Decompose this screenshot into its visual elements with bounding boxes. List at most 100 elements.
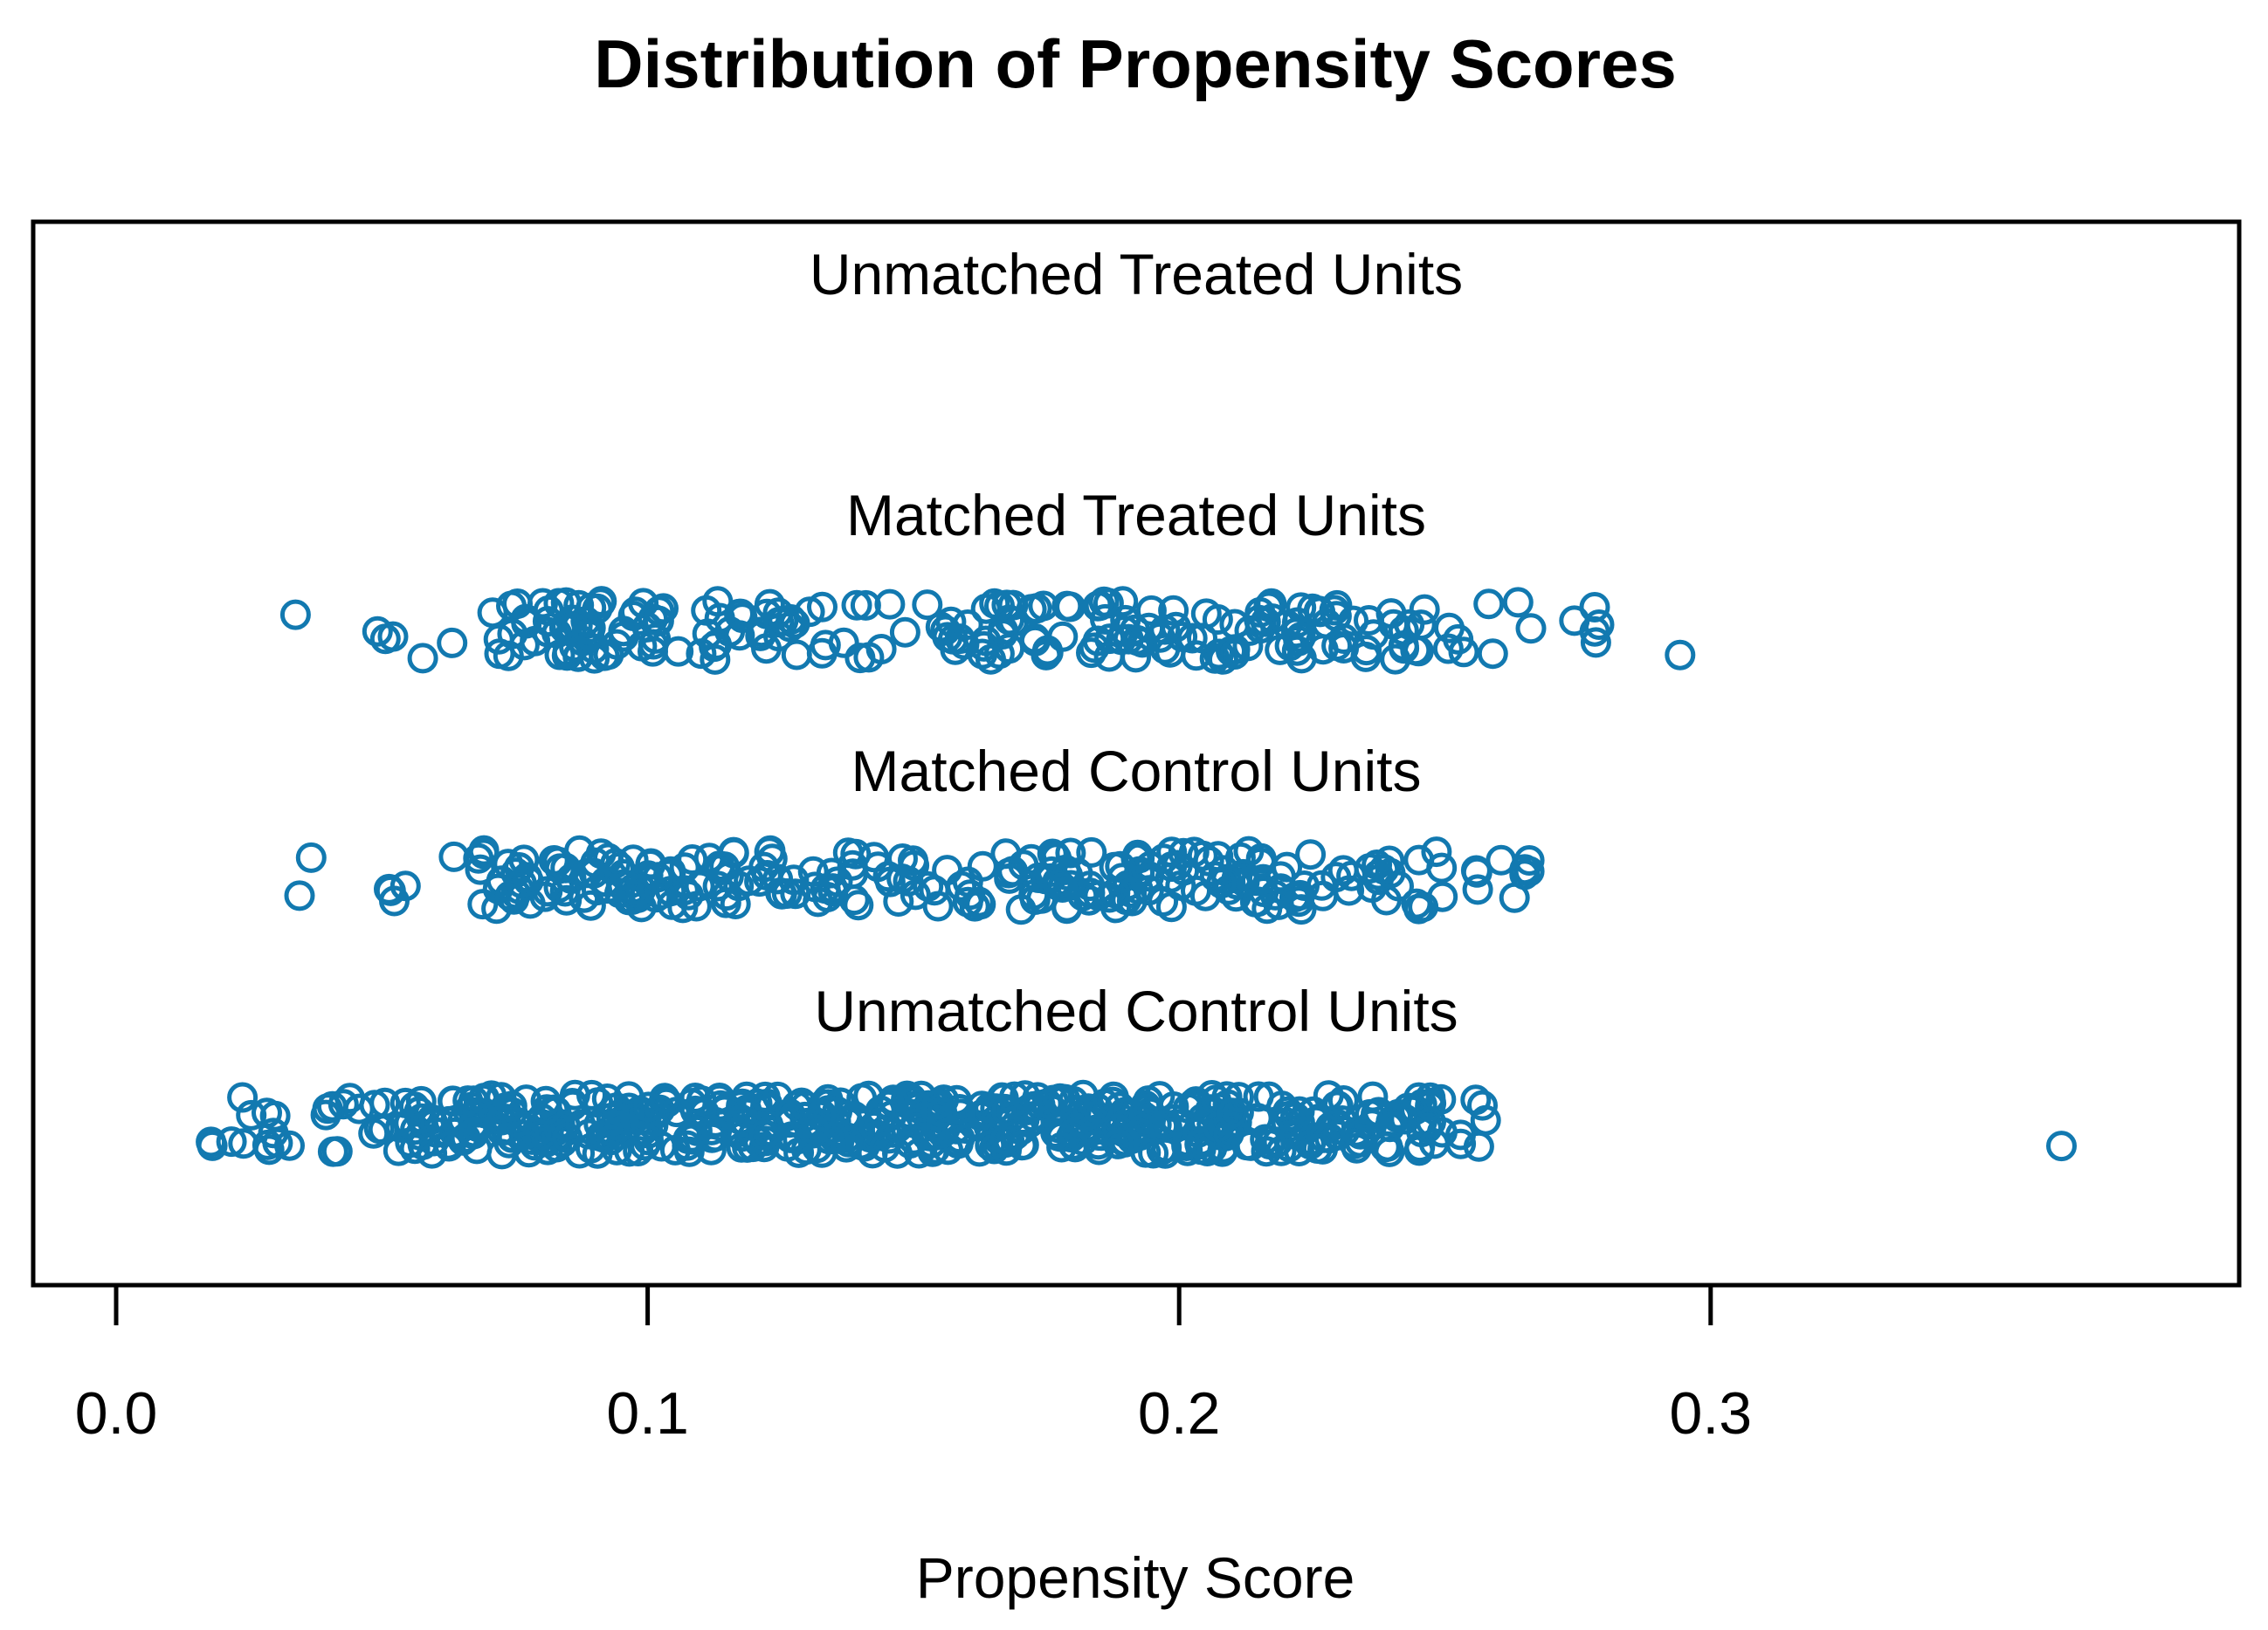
point bbox=[623, 1136, 654, 1166]
plot-title: Distribution of Propensity Scores bbox=[594, 25, 1677, 102]
point bbox=[643, 605, 673, 636]
point bbox=[477, 597, 508, 629]
point bbox=[461, 1133, 493, 1165]
point bbox=[727, 602, 758, 634]
point bbox=[1279, 1118, 1311, 1150]
point bbox=[572, 857, 603, 889]
point bbox=[1133, 1093, 1164, 1124]
point bbox=[680, 891, 712, 922]
point bbox=[1263, 889, 1294, 920]
point bbox=[874, 588, 906, 620]
point bbox=[1432, 633, 1464, 664]
point bbox=[625, 874, 657, 905]
point bbox=[1251, 1136, 1282, 1167]
point bbox=[1012, 1094, 1044, 1125]
point bbox=[1149, 1138, 1181, 1169]
point bbox=[1307, 634, 1339, 665]
point bbox=[899, 849, 930, 881]
point bbox=[1295, 839, 1327, 870]
point bbox=[1357, 1081, 1389, 1112]
point bbox=[1203, 638, 1235, 670]
point bbox=[669, 852, 700, 884]
point bbox=[944, 1094, 975, 1124]
point bbox=[1127, 627, 1158, 658]
point bbox=[417, 1138, 448, 1169]
point bbox=[840, 838, 872, 870]
point bbox=[927, 1097, 958, 1128]
point bbox=[236, 1099, 267, 1131]
point bbox=[608, 621, 639, 652]
point bbox=[1216, 636, 1246, 667]
point bbox=[1047, 872, 1079, 903]
point bbox=[1580, 627, 1611, 658]
point bbox=[512, 862, 543, 893]
point bbox=[1477, 638, 1508, 670]
points-matched-treated bbox=[279, 586, 1696, 675]
point bbox=[1088, 586, 1120, 617]
point bbox=[465, 854, 496, 885]
point bbox=[377, 621, 409, 652]
group-label-unmatched-control: Unmatched Control Units bbox=[814, 979, 1458, 1043]
point bbox=[734, 865, 765, 897]
point bbox=[838, 884, 870, 916]
point bbox=[726, 1131, 757, 1163]
x-tick-label-3: 0.3 bbox=[1670, 1380, 1753, 1447]
point bbox=[1133, 875, 1164, 906]
point bbox=[437, 627, 468, 658]
point bbox=[1421, 836, 1452, 868]
point bbox=[604, 851, 635, 883]
point bbox=[781, 639, 812, 671]
point bbox=[786, 1087, 817, 1118]
plot-frame bbox=[31, 219, 2242, 1288]
point bbox=[869, 1131, 900, 1163]
point bbox=[262, 1127, 293, 1159]
point bbox=[551, 884, 583, 916]
point bbox=[1462, 874, 1493, 905]
point bbox=[1322, 1090, 1354, 1122]
point bbox=[711, 880, 742, 911]
point bbox=[544, 853, 576, 884]
point bbox=[1181, 640, 1212, 671]
point bbox=[599, 1110, 631, 1141]
point bbox=[565, 1109, 596, 1140]
point bbox=[506, 868, 537, 898]
point bbox=[644, 595, 675, 627]
point bbox=[903, 1138, 934, 1169]
point bbox=[1184, 1129, 1216, 1160]
point bbox=[1046, 1131, 1078, 1163]
point bbox=[913, 870, 944, 902]
point bbox=[216, 1126, 247, 1158]
point bbox=[1409, 594, 1440, 625]
point bbox=[893, 865, 924, 897]
point bbox=[709, 851, 741, 883]
point bbox=[1445, 1119, 1476, 1151]
point bbox=[1374, 1136, 1405, 1167]
point bbox=[1172, 1092, 1203, 1124]
point bbox=[1286, 592, 1317, 623]
point bbox=[782, 1124, 814, 1155]
point bbox=[1205, 868, 1237, 899]
point bbox=[279, 599, 311, 630]
point bbox=[865, 634, 897, 664]
point bbox=[1100, 877, 1131, 909]
point bbox=[1076, 836, 1107, 868]
point bbox=[1559, 605, 1590, 636]
point bbox=[1247, 863, 1279, 895]
point bbox=[755, 835, 786, 866]
point bbox=[776, 604, 807, 635]
point bbox=[596, 1124, 626, 1156]
point bbox=[1155, 891, 1187, 923]
point bbox=[1416, 1106, 1446, 1138]
point bbox=[1224, 1082, 1254, 1113]
point bbox=[1426, 852, 1458, 884]
point bbox=[932, 855, 963, 886]
point bbox=[496, 1090, 527, 1122]
point bbox=[818, 1122, 850, 1153]
point bbox=[1327, 1085, 1359, 1116]
point bbox=[1135, 595, 1167, 626]
point bbox=[227, 1082, 259, 1113]
point bbox=[468, 838, 500, 870]
point bbox=[571, 614, 603, 645]
point bbox=[1502, 587, 1534, 618]
